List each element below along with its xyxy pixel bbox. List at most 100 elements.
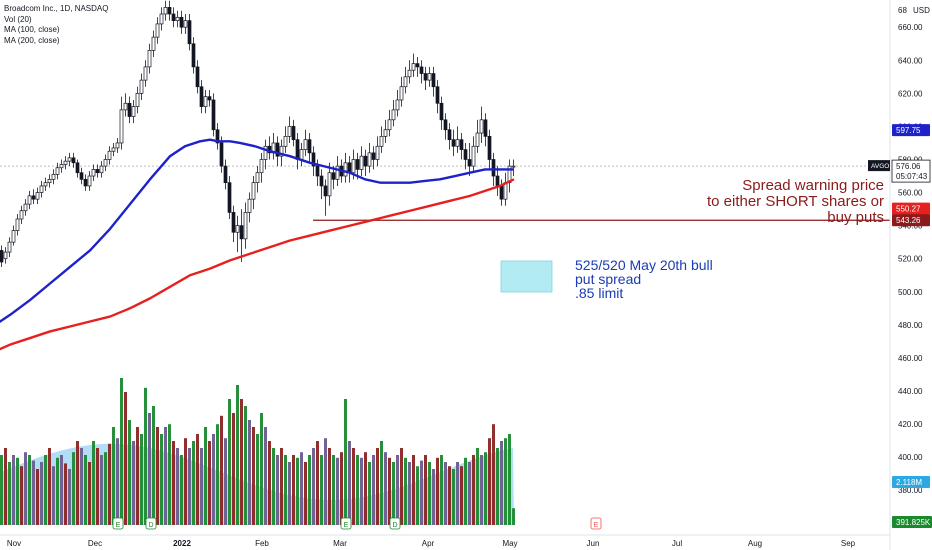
candle-body: [403, 76, 408, 88]
volume-bar: [192, 441, 195, 525]
y-tick-label: 440.00: [898, 387, 923, 396]
volume-bar: [360, 457, 363, 525]
candle-body: [7, 241, 12, 253]
x-tick-label: Nov: [7, 539, 21, 548]
volume-bar: [408, 462, 411, 525]
moving-averages-layer: [0, 138, 515, 351]
volume-bar: [496, 448, 499, 525]
volume-bar: [340, 452, 343, 525]
event-marker: [340, 517, 352, 530]
volume-bar: [280, 448, 283, 525]
candle-body: [479, 119, 484, 134]
candle-body: [295, 139, 300, 160]
candle-body: [319, 175, 324, 187]
volume-bar: [56, 457, 59, 525]
candle-body: [419, 66, 424, 74]
candle-body: [279, 145, 284, 157]
volume-bar: [472, 455, 475, 525]
volume-bar: [488, 438, 491, 525]
event-marker: [112, 517, 124, 530]
candle-body: [199, 86, 204, 107]
volume-bar: [12, 455, 15, 525]
volume-bar: [412, 455, 415, 525]
volume-bar: [144, 387, 147, 525]
hline-price-tag-bg: [892, 214, 930, 227]
volume-bar: [184, 438, 187, 525]
candle-body: [79, 172, 84, 180]
candle-body: [359, 155, 364, 170]
volume-bar: [232, 413, 235, 525]
ma100-price-tag-bg: [892, 124, 930, 137]
volume-bar: [432, 469, 435, 525]
horizontal-line-layer: [0, 165, 890, 221]
x-tick-label: Feb: [255, 539, 269, 548]
candle-body: [207, 96, 212, 101]
candle-body: [323, 185, 328, 197]
candle-body: [327, 172, 332, 197]
volume-bar: [180, 455, 183, 525]
candle-body: [111, 147, 116, 152]
volume-bar: [460, 466, 463, 525]
ma100-price-tag: 597.75: [896, 126, 921, 135]
candle-body: [223, 165, 228, 183]
volume-bar: [424, 455, 427, 525]
candles-layer: [0, 0, 516, 267]
volume-bar: [276, 455, 279, 525]
candle-body: [55, 167, 60, 175]
volume-bar: [212, 434, 215, 525]
x-tick-label: Aug: [748, 539, 762, 548]
candle-body: [443, 119, 448, 131]
volume-bar: [320, 455, 323, 525]
candle-body: [99, 165, 104, 174]
candle-body: [499, 185, 504, 200]
volume-bar: [16, 457, 19, 525]
ma200-line: [0, 178, 515, 351]
spread-warning-text: buy puts: [827, 209, 884, 226]
volume-bar: [384, 452, 387, 525]
candle-body: [487, 135, 492, 160]
volume-bar: [324, 438, 327, 525]
volume-bar: [124, 392, 127, 525]
candle-body: [387, 119, 392, 131]
y-tick-label: 520.00: [898, 255, 923, 264]
candle-body: [307, 139, 312, 154]
volume-bar: [452, 469, 455, 525]
candle-body: [287, 126, 292, 137]
candle-body: [407, 69, 412, 78]
volume-bar: [68, 469, 71, 525]
volume-bar: [260, 413, 263, 525]
candle-body: [47, 178, 52, 183]
candle-body: [331, 172, 336, 180]
candle-body: [459, 139, 464, 150]
volume-bar: [40, 462, 43, 525]
currency-label: USD: [913, 6, 930, 15]
candle-body: [315, 165, 320, 177]
candle-body: [167, 7, 172, 15]
event-marker: [389, 517, 401, 530]
volume-bar: [252, 427, 255, 525]
spread-warning-text: to either SHORT shares or: [707, 193, 884, 210]
event-marker-label: E: [594, 522, 599, 529]
volume-bar: [288, 462, 291, 525]
candle-body: [231, 212, 236, 233]
volume-bar: [416, 466, 419, 525]
candle-body: [39, 185, 44, 193]
candle-body: [235, 225, 240, 233]
candle-body: [203, 96, 208, 107]
volume-bar: [112, 427, 115, 525]
last-price-tag-bg: [891, 159, 931, 183]
volume-bar: [100, 455, 103, 525]
y-tick-label: 640.00: [898, 56, 923, 65]
volume-bar: [128, 420, 131, 525]
volume-bar: [248, 420, 251, 525]
candle-body: [371, 152, 376, 160]
candle-body: [491, 159, 496, 177]
candle-body: [71, 157, 76, 164]
candle-body: [123, 102, 128, 111]
y-tick-label: 500.00: [898, 288, 923, 297]
spread-warning-text: Spread warning price: [742, 177, 884, 194]
candle-body: [147, 50, 152, 68]
candle-body: [243, 212, 248, 240]
